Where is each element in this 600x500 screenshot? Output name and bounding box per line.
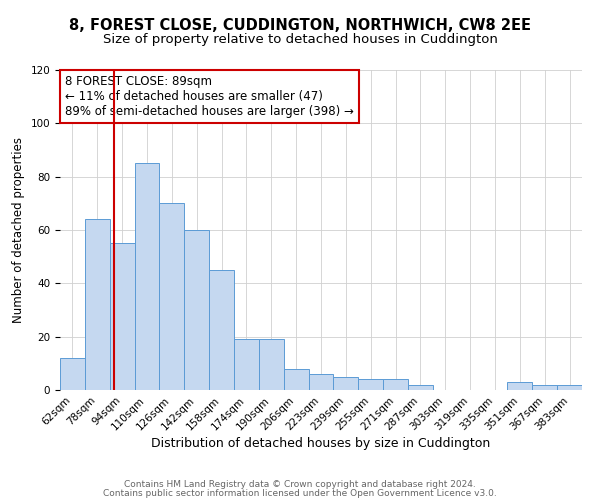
Bar (234, 340, 259, 390)
Text: 8 FOREST CLOSE: 89sqm
← 11% of detached houses are smaller (47)
89% of semi-deta: 8 FOREST CLOSE: 89sqm ← 11% of detached … (65, 75, 354, 118)
Text: Size of property relative to detached houses in Cuddington: Size of property relative to detached ho… (103, 32, 497, 46)
Bar (508, 382, 532, 390)
Bar (60, 358, 85, 390)
Bar (532, 384, 557, 390)
Bar (557, 384, 582, 390)
Bar (308, 374, 334, 390)
Bar (85, 220, 110, 390)
Bar (134, 164, 160, 390)
Bar (209, 270, 234, 390)
Bar (383, 380, 408, 390)
Text: Contains HM Land Registry data © Crown copyright and database right 2024.: Contains HM Land Registry data © Crown c… (124, 480, 476, 489)
Text: 8, FOREST CLOSE, CUDDINGTON, NORTHWICH, CW8 2EE: 8, FOREST CLOSE, CUDDINGTON, NORTHWICH, … (69, 18, 531, 32)
Y-axis label: Number of detached properties: Number of detached properties (12, 137, 25, 323)
Bar (358, 380, 383, 390)
Bar (160, 204, 184, 390)
Bar (259, 340, 284, 390)
Bar (110, 244, 134, 390)
Bar (184, 230, 209, 390)
Bar (408, 384, 433, 390)
Bar (284, 368, 308, 390)
Bar (334, 376, 358, 390)
X-axis label: Distribution of detached houses by size in Cuddington: Distribution of detached houses by size … (151, 438, 491, 450)
Text: Contains public sector information licensed under the Open Government Licence v3: Contains public sector information licen… (103, 489, 497, 498)
